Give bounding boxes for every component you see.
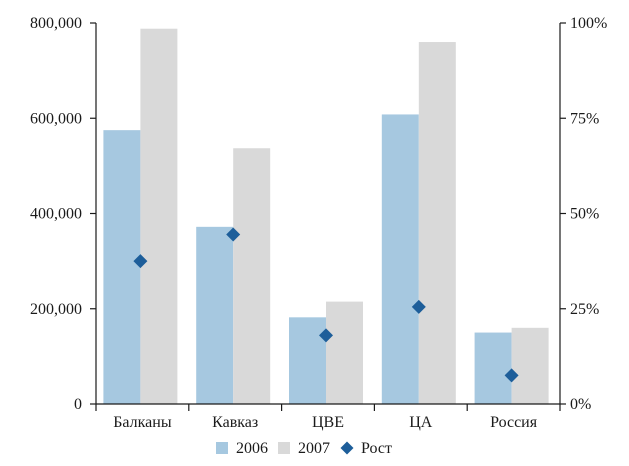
bar-2006-3 xyxy=(289,317,326,404)
x-tick-label: Балканы xyxy=(113,414,172,431)
legend-label-1: 2006 xyxy=(236,440,268,457)
x-tick-label: Кавказ xyxy=(212,414,258,431)
y-left-tick-label: 0 xyxy=(74,396,82,413)
legend-label-2: 2007 xyxy=(298,440,330,457)
y-right-tick-label: 25% xyxy=(570,301,599,318)
x-tick-label: ЦА xyxy=(409,414,433,431)
x-tick-label: Россия xyxy=(490,414,538,431)
y-right-tick-label: 75% xyxy=(570,110,599,127)
bar-2006-4 xyxy=(381,114,419,404)
y-left-tick-label: 400,000 xyxy=(30,206,82,223)
bar-2007-4 xyxy=(418,42,456,405)
y-right-tick-label: 100% xyxy=(570,15,607,32)
marker-Рост-1 xyxy=(133,254,148,269)
legend: 2006 2007 Рост xyxy=(216,440,392,457)
bar-2007-3 xyxy=(326,301,363,404)
marker-Рост-3 xyxy=(319,328,333,343)
marker-Рост-2 xyxy=(226,227,241,242)
bar-2007-1 xyxy=(140,28,178,405)
markers-layer xyxy=(133,227,519,383)
bars-layer xyxy=(103,28,549,405)
bar-2006-5 xyxy=(474,332,512,404)
marker-Рост-4 xyxy=(411,299,426,314)
marker-Рост-5 xyxy=(504,368,519,383)
legend-swatch-2 xyxy=(278,442,290,454)
y-right-tick-label: 0% xyxy=(570,396,591,413)
bar-2007-2 xyxy=(233,148,271,404)
legend-label-3: Рост xyxy=(361,440,392,457)
y-right-tick-label: 50% xyxy=(570,206,599,223)
bar-2006-2 xyxy=(196,226,234,404)
y-left-tick-label: 800,000 xyxy=(30,15,82,32)
y-left-tick-label: 600,000 xyxy=(30,110,82,127)
bar-2006-1 xyxy=(103,130,141,404)
y-left-tick-label: 200,000 xyxy=(30,301,82,318)
legend-swatch-1 xyxy=(216,442,228,454)
x-tick-label: ЦВЕ xyxy=(312,414,344,431)
bar-2007-5 xyxy=(511,327,549,404)
legend-swatch-3 xyxy=(340,441,354,455)
axes-layer: 0 200,000 400,000 600,000 800,000 0% 25% 50% 75%… xyxy=(30,15,607,431)
